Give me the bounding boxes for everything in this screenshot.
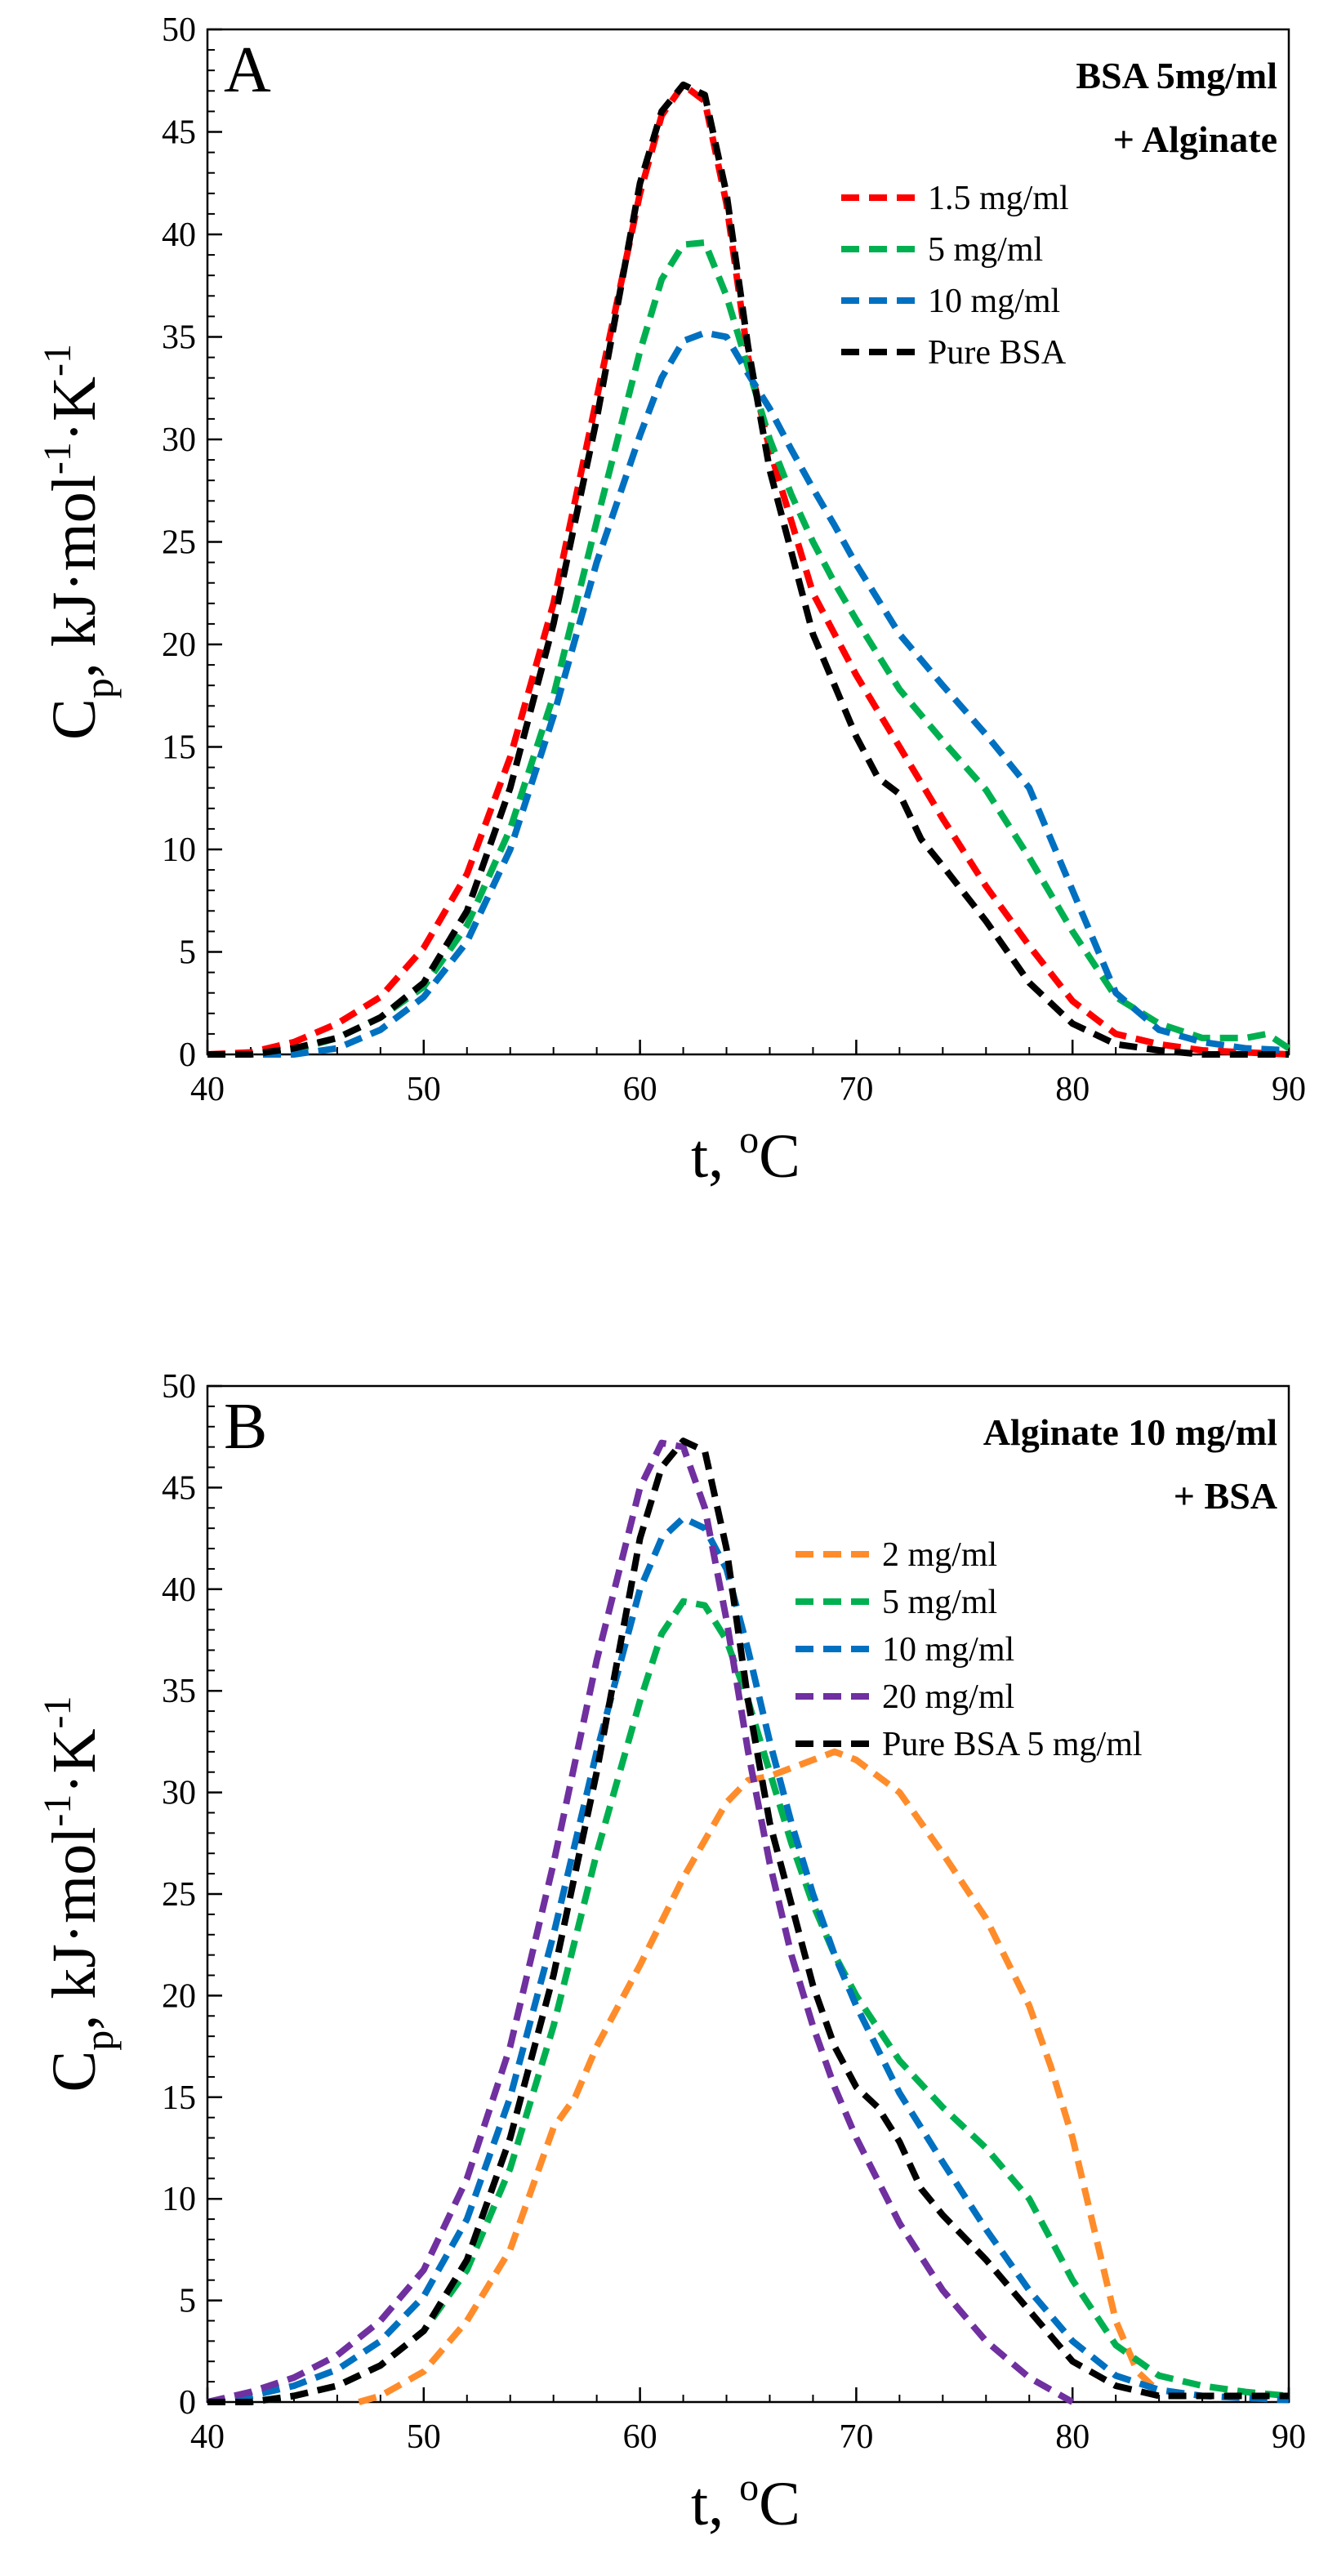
- panel-b-series-line-4: [207, 1437, 1289, 2405]
- panel-b-legend-label: 20 mg/ml: [882, 1678, 1014, 1716]
- panel-b-letter: B: [224, 1391, 267, 1463]
- panel-b-y-axis-title: Cp, kJ·mol-1·K-1: [36, 1696, 122, 2092]
- panel-b-y-tick-label: 20: [162, 1977, 196, 2015]
- panel-b-legend-label: 5 mg/ml: [882, 1584, 997, 1621]
- panel-a-x-tick-label: 90: [1272, 1071, 1306, 1108]
- panel-a-y-tick-label: 25: [162, 524, 196, 562]
- panel-a-legend-label: 5 mg/ml: [928, 231, 1043, 269]
- panel-a-x-tick-label: 60: [623, 1071, 657, 1108]
- panel-b-y-tick-label: 40: [162, 1571, 196, 1609]
- panel-b-y-tick-label: 0: [179, 2384, 196, 2422]
- panel-a-legend-title: + Alginate: [1113, 118, 1277, 160]
- panel-a-series-line-2: [207, 329, 1290, 1058]
- panel-b-x-tick-label: 60: [623, 2418, 657, 2456]
- panel-a-legend-label: 1.5 mg/ml: [928, 180, 1069, 217]
- panel-b-y-tick-label: 50: [162, 1368, 196, 1406]
- panel-a-series-line-3: [207, 81, 1289, 1058]
- panel-a-y-tick-label: 5: [179, 934, 196, 972]
- panel-a-y-tick-label: 15: [162, 729, 196, 767]
- panel-a-chart: 40 50 60 70 80 90 0 5 10 15 20 25 30 35 40 45 50 A BSA 5mg…: [36, 11, 1306, 1191]
- panel-b-series-line-3: [207, 1439, 1075, 2405]
- panel-b-x-tick-label: 80: [1055, 2418, 1090, 2456]
- panel-b-y-tick-label: 30: [162, 1775, 196, 1812]
- panel-a-y-tick-label: 0: [179, 1036, 196, 1074]
- panel-b-plot-frame: [206, 1384, 1290, 2404]
- panel-a-y-tick-label: 45: [162, 114, 196, 152]
- panel-a-legend-title: BSA 5mg/ml: [1076, 55, 1277, 96]
- panel-a-y-tick-label: 30: [162, 421, 196, 459]
- panel-a-series-line-0: [207, 81, 1290, 1058]
- panel-b-legend-label: 10 mg/ml: [882, 1631, 1014, 1669]
- panel-a-y-tick-label: 10: [162, 831, 196, 869]
- panel-b-y-tick-label: 10: [162, 2181, 196, 2218]
- panel-b-legend-title: + BSA: [1174, 1475, 1277, 1517]
- panel-b-y-tick-label: 15: [162, 2079, 196, 2117]
- panel-b-series-line-0: [358, 1748, 1161, 2405]
- panel-b-x-tick-label: 70: [839, 2418, 873, 2456]
- panel-b-x-tick-label: 50: [407, 2418, 441, 2456]
- panel-b-x-tick-label: 40: [190, 2418, 225, 2456]
- panel-a-y-tick-label: 50: [162, 11, 196, 49]
- panel-a-legend-label: 10 mg/ml: [928, 283, 1060, 320]
- panel-a-x-tick-label: 70: [839, 1071, 873, 1108]
- panel-b-y-tick-label: 35: [162, 1673, 196, 1710]
- panel-a-x-tick-label: 40: [190, 1071, 225, 1108]
- panel-b-chart: 40 50 60 70 80 90 0 5 10 15 20 25 30 35 40 45 50 B Alginat…: [36, 1368, 1306, 2538]
- panel-a-y-tick-label: 35: [162, 319, 196, 357]
- panel-b-legend-title: Alginate 10 mg/ml: [983, 1411, 1277, 1453]
- panel-a-legend-label: Pure BSA: [928, 334, 1067, 372]
- panel-b-y-tick-label: 45: [162, 1469, 196, 1507]
- panel-b-legend-label: 2 mg/ml: [882, 1536, 997, 1574]
- panel-a-series-line-1: [207, 239, 1291, 1058]
- panel-a-plot-frame: [206, 28, 1290, 1056]
- panel-b-y-tick-label: 25: [162, 1876, 196, 1914]
- panel-a-x-axis-title: t, oC: [691, 1118, 800, 1191]
- panel-a-y-tick-label: 40: [162, 216, 196, 254]
- panel-a-letter: A: [224, 34, 271, 106]
- panel-a-y-tick-label: 20: [162, 626, 196, 664]
- panel-a-y-axis-title: Cp, kJ·mol-1·K-1: [36, 344, 122, 740]
- panel-a-x-tick-label: 80: [1055, 1071, 1090, 1108]
- panel-b-series-line-1: [207, 1598, 1290, 2405]
- panel-b-y-tick-label: 5: [179, 2283, 196, 2320]
- panel-b-legend-label: Pure BSA 5 mg/ml: [882, 1726, 1143, 1763]
- panel-b-x-axis-title: t, oC: [691, 2466, 800, 2538]
- panel-b-x-tick-label: 90: [1272, 2418, 1306, 2456]
- panel-a-x-tick-label: 50: [407, 1071, 441, 1108]
- panel-b-series-line-2: [207, 1514, 1290, 2405]
